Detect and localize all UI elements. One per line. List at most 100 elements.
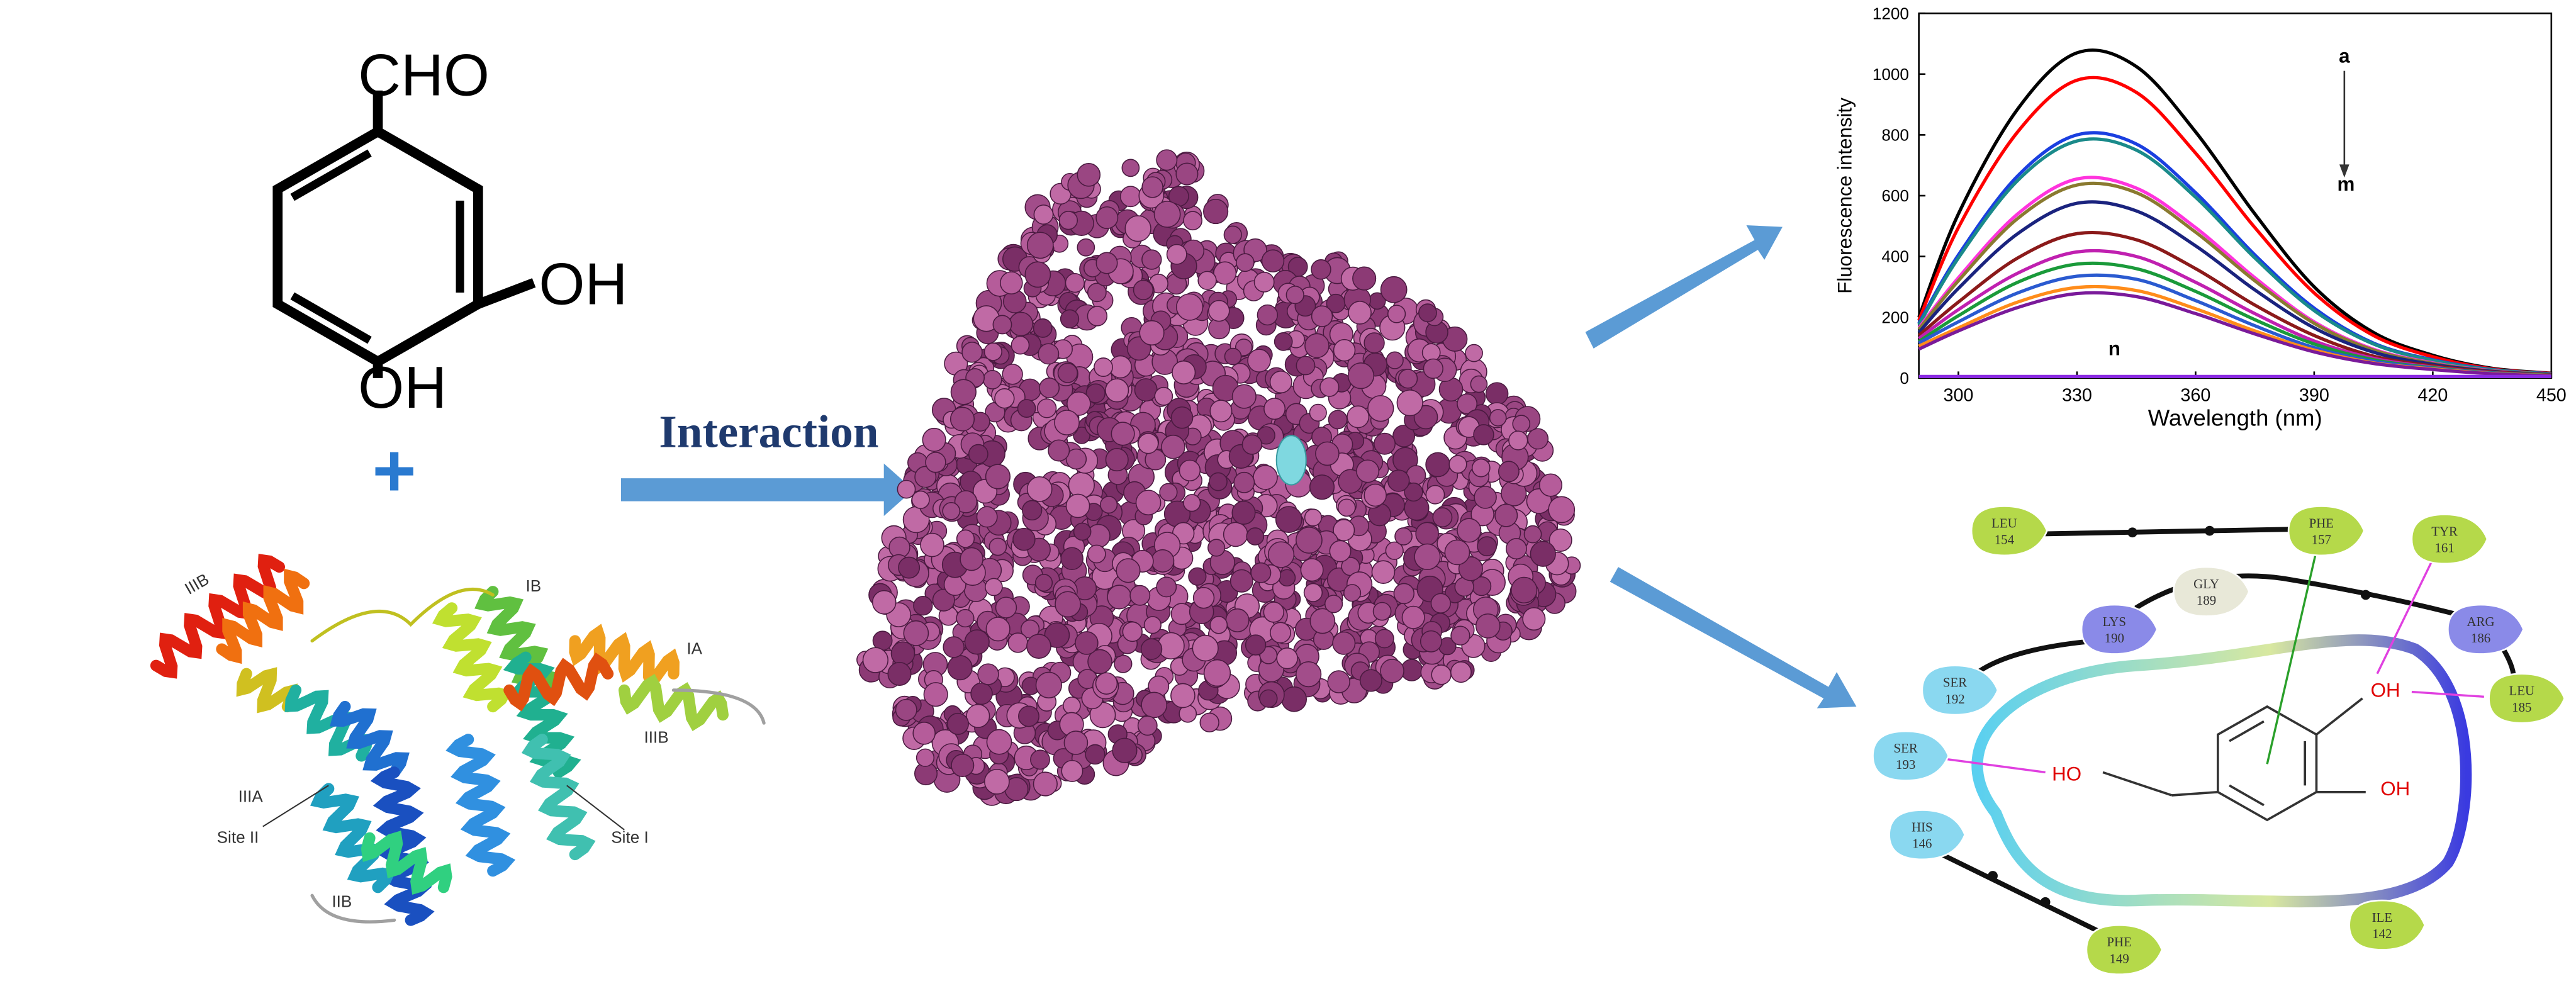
atom bbox=[1333, 519, 1355, 542]
atom bbox=[1347, 362, 1375, 389]
residue-shape bbox=[2348, 899, 2426, 951]
atom bbox=[1374, 432, 1396, 455]
atom bbox=[1324, 595, 1343, 613]
atom bbox=[1401, 605, 1425, 629]
atom bbox=[1137, 715, 1158, 736]
atom bbox=[1085, 744, 1106, 765]
atom bbox=[956, 529, 975, 548]
domain-label: IIIA bbox=[238, 787, 264, 805]
atom bbox=[1055, 591, 1082, 618]
atom bbox=[1241, 434, 1263, 455]
atom bbox=[954, 490, 978, 513]
atom bbox=[1077, 238, 1095, 257]
residue-name: GLY bbox=[2193, 576, 2219, 591]
atom bbox=[1457, 518, 1482, 543]
atom bbox=[1267, 541, 1295, 568]
atom bbox=[1386, 351, 1404, 369]
residue-shape bbox=[2173, 566, 2250, 617]
atom bbox=[1107, 585, 1132, 610]
atom bbox=[1011, 335, 1030, 355]
atom bbox=[1328, 410, 1348, 430]
atom bbox=[914, 466, 937, 488]
domain-label: IIB bbox=[332, 892, 352, 911]
atom bbox=[1197, 271, 1217, 290]
atom bbox=[1172, 360, 1196, 384]
atom bbox=[1065, 448, 1087, 470]
residue-shape bbox=[2488, 673, 2566, 724]
atom bbox=[1087, 306, 1108, 327]
atom bbox=[1415, 522, 1439, 546]
atom bbox=[943, 636, 965, 658]
atom bbox=[1133, 279, 1154, 301]
atom bbox=[1063, 697, 1081, 715]
residue-name: PHE bbox=[2107, 934, 2131, 949]
helix bbox=[503, 652, 614, 712]
atom bbox=[1095, 252, 1118, 274]
atom bbox=[1450, 625, 1470, 646]
atom bbox=[1477, 536, 1498, 557]
atom bbox=[1170, 683, 1196, 708]
pointer bbox=[566, 785, 625, 831]
residue-number: 189 bbox=[2197, 593, 2216, 608]
spectrum-line bbox=[1917, 137, 2552, 376]
helix bbox=[619, 674, 729, 731]
atom bbox=[1105, 378, 1129, 403]
atom bbox=[1161, 434, 1185, 459]
spectrum-line bbox=[1917, 76, 2552, 376]
residue-number: 149 bbox=[2109, 951, 2129, 966]
atom bbox=[1208, 300, 1230, 322]
atom bbox=[1315, 441, 1340, 466]
atom bbox=[1425, 484, 1445, 505]
atom bbox=[1430, 593, 1452, 613]
protein-surface bbox=[856, 149, 1581, 806]
residue-shape bbox=[2411, 513, 2489, 565]
atom bbox=[1263, 602, 1284, 623]
atom bbox=[1026, 634, 1051, 659]
atom bbox=[1007, 632, 1028, 653]
annotation: n bbox=[2108, 337, 2120, 359]
atom bbox=[1033, 318, 1053, 338]
atom bbox=[1333, 339, 1356, 362]
atom bbox=[970, 682, 993, 705]
atom bbox=[983, 342, 1002, 361]
atom bbox=[923, 682, 948, 707]
helix bbox=[521, 734, 596, 861]
spectrum-line bbox=[1918, 261, 2551, 378]
helix bbox=[330, 700, 410, 778]
atom bbox=[1154, 386, 1173, 406]
atom bbox=[1166, 244, 1187, 265]
atom bbox=[1156, 149, 1178, 171]
atom bbox=[1396, 389, 1423, 417]
residue-name: TYR bbox=[2431, 523, 2458, 539]
atom bbox=[982, 370, 1002, 389]
x-tick-label: 450 bbox=[2536, 385, 2567, 405]
helix bbox=[445, 734, 516, 877]
atom bbox=[1257, 426, 1275, 445]
atom bbox=[1498, 461, 1520, 483]
residue-name: LEU bbox=[2509, 683, 2535, 698]
atom bbox=[1371, 560, 1396, 584]
atom bbox=[1393, 583, 1415, 605]
interaction-label: Interaction bbox=[659, 406, 878, 457]
atom bbox=[903, 620, 929, 646]
atom bbox=[950, 379, 977, 405]
residue-name: LEU bbox=[1991, 515, 2017, 530]
atom bbox=[1034, 574, 1053, 592]
atom bbox=[1057, 362, 1078, 383]
atom bbox=[994, 388, 1015, 409]
atom bbox=[1385, 541, 1404, 560]
residue-name: HIS bbox=[1912, 819, 1933, 834]
atom bbox=[1425, 452, 1450, 478]
y-axis-label: Fluorescence intensity bbox=[1834, 98, 1856, 294]
atom bbox=[1114, 654, 1133, 673]
atom bbox=[1548, 496, 1576, 523]
atom bbox=[1275, 506, 1302, 534]
atom bbox=[985, 464, 1011, 490]
residue-shape bbox=[1888, 809, 1966, 861]
atom bbox=[1135, 490, 1162, 516]
atom bbox=[1026, 476, 1053, 502]
atom bbox=[1423, 358, 1443, 379]
spectrum-line bbox=[1917, 200, 2551, 377]
cho-label: CHO bbox=[358, 42, 490, 108]
y-tick-label: 1200 bbox=[1873, 4, 1909, 23]
